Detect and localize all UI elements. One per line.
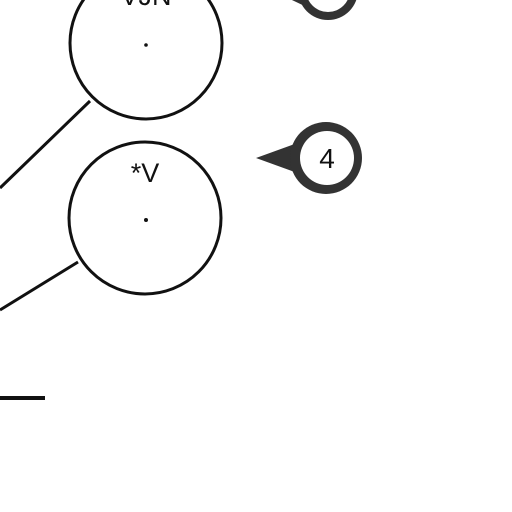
- node-v-label: *V: [131, 158, 160, 188]
- node-v-dot: [144, 218, 148, 222]
- branch-line-vjn: [0, 99, 92, 190]
- node-v-circle: [67, 140, 223, 296]
- callout-inner-top: [308, 0, 348, 12]
- node-vjn-label: VJN: [120, 0, 171, 11]
- node-vjn-dot: [144, 43, 148, 47]
- node-vjn-circle: [68, 0, 224, 121]
- callout-number-4: 4: [319, 143, 335, 174]
- node-v: *V: [67, 140, 223, 296]
- callout-marker-top: [291, 0, 357, 20]
- node-vjn: VJN: [68, 0, 224, 121]
- callout-inner-4: [300, 131, 354, 185]
- callout-marker-4: 4: [256, 122, 362, 194]
- branch-line-v: [0, 260, 79, 312]
